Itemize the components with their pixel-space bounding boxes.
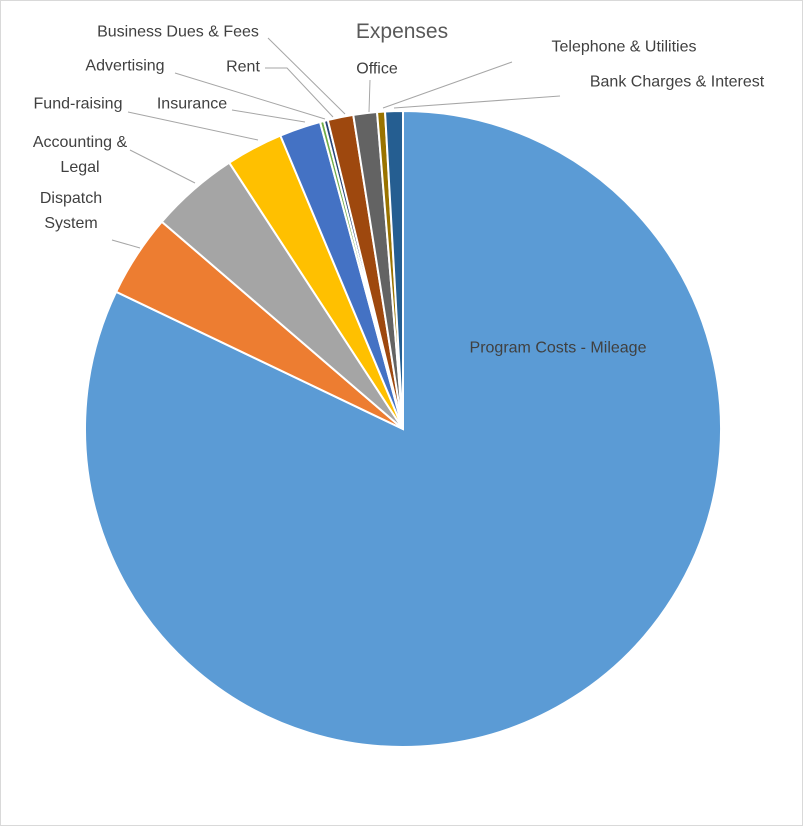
- slice-label: Office: [356, 60, 398, 78]
- leader-line: [265, 67, 334, 118]
- leader-line: [231, 109, 306, 123]
- chart-title: Expenses: [355, 20, 449, 43]
- slice-label: Telephone & Utilities: [551, 38, 697, 56]
- leader-line: [129, 149, 196, 184]
- slice-label: Fund-raising: [33, 95, 123, 113]
- leader-line: [174, 72, 326, 120]
- slice-label: Dispatch System: [39, 190, 103, 232]
- leader-line: [267, 37, 346, 115]
- slice-label: Business Dues & Fees: [97, 23, 259, 41]
- slice-label: Program Costs - Mileage: [469, 339, 647, 357]
- slice-label: Accounting & Legal: [32, 134, 128, 176]
- slice-label: Rent: [226, 58, 260, 76]
- pie-slice: [383, 109, 404, 430]
- slice-label: Bank Charges & Interest: [589, 73, 765, 91]
- slice-label: Insurance: [156, 95, 228, 113]
- leader-line: [127, 111, 259, 141]
- slice-label: Advertising: [85, 57, 165, 75]
- leader-line: [382, 61, 513, 109]
- leader-line: [393, 95, 561, 109]
- leader-line: [111, 239, 141, 249]
- leader-line: [368, 79, 371, 113]
